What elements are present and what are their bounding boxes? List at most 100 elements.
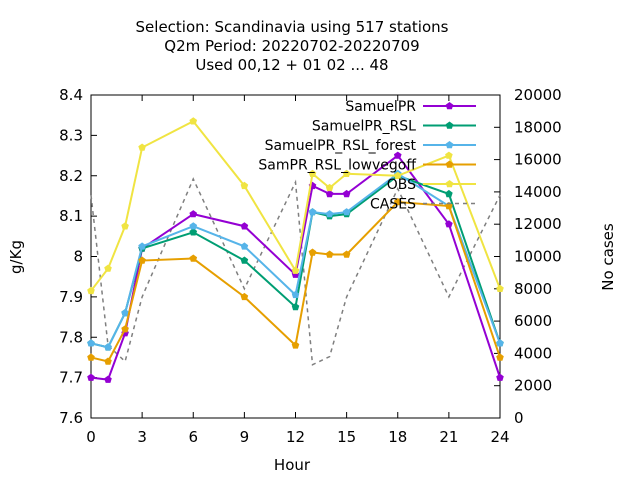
data-point — [189, 222, 198, 230]
data-point — [291, 266, 300, 274]
y-axis-label: g/Kg — [7, 240, 25, 274]
legend-marker — [445, 102, 454, 110]
series-line — [90, 200, 501, 363]
data-point — [104, 343, 112, 351]
data-point — [104, 375, 112, 383]
data-point — [121, 222, 129, 230]
x-axis-ticks: 0 3 6 9 12 15 18 21 24 — [86, 95, 510, 446]
data-point — [87, 286, 95, 295]
legend-marker — [445, 141, 454, 149]
data-point — [342, 189, 351, 198]
series-4 — [87, 117, 504, 295]
data-point — [308, 248, 317, 256]
data-point — [393, 198, 402, 206]
data-point — [342, 250, 351, 258]
data-point — [445, 151, 453, 159]
data-point — [496, 339, 504, 347]
legend-label: OBS — [387, 177, 416, 193]
data-point — [240, 181, 249, 190]
y2-axis-ticks: 0 2000 4000 6000 8000 10000 12000 14000 16000 180… — [494, 86, 562, 427]
data-point — [308, 208, 317, 216]
y2-tick-label: 10000 — [514, 248, 562, 266]
data-point — [138, 143, 146, 151]
legend-item: CASES — [370, 197, 476, 213]
legend-item: SamPR_RSL_lowvegoff — [258, 158, 476, 174]
x-axis-label: Hour — [274, 456, 311, 474]
legend-item: SamuelPR_RSL_forest — [265, 138, 476, 154]
y-tick-label: 8.2 — [59, 167, 83, 185]
data-point — [325, 183, 334, 192]
x-tick-label: 12 — [286, 428, 305, 446]
data-point — [325, 250, 334, 258]
legend-marker — [445, 180, 454, 188]
y2-tick-label: 18000 — [514, 118, 562, 136]
y-tick-label: 8.4 — [59, 86, 83, 104]
title-line-3: Used 00,12 + 01 02 ... 48 — [195, 56, 388, 74]
data-point — [87, 339, 95, 347]
legend-label: SamuelPR_RSL_forest — [265, 138, 417, 154]
x-tick-label: 9 — [240, 428, 250, 446]
y2-tick-label: 20000 — [514, 86, 562, 104]
y-tick-label: 7.7 — [59, 369, 83, 387]
legend-label: SamPR_RSL_lowvegoff — [258, 158, 416, 174]
data-point — [138, 256, 146, 264]
legend-label: CASES — [370, 197, 416, 213]
legend-label: SamuelPR — [345, 99, 416, 115]
data-point — [240, 222, 249, 230]
y2-tick-label: 0 — [514, 409, 524, 427]
data-point — [189, 210, 198, 218]
legend-marker — [445, 160, 454, 168]
y-tick-label: 7.8 — [59, 328, 83, 346]
data-point — [240, 292, 249, 301]
y-tick-label: 8.1 — [59, 207, 83, 225]
data-point — [496, 373, 504, 381]
series-layer — [87, 117, 504, 383]
data-point — [496, 353, 504, 361]
data-point — [87, 373, 95, 381]
data-point — [291, 341, 300, 349]
y-tick-label: 7.6 — [59, 409, 83, 427]
legend-label: SamuelPR_RSL — [312, 119, 416, 135]
data-point — [445, 189, 453, 198]
data-point — [87, 353, 95, 361]
data-point — [291, 303, 300, 311]
x-tick-label: 6 — [188, 428, 198, 446]
title-line-2: Q2m Period: 20220702-20220709 — [164, 37, 419, 55]
data-point — [291, 290, 300, 299]
data-point — [104, 264, 112, 272]
x-tick-label: 0 — [86, 428, 96, 446]
x-tick-label: 3 — [137, 428, 147, 446]
data-point — [342, 169, 351, 177]
legend-item: SamuelPR_RSL — [312, 119, 476, 135]
legend-item: OBS — [387, 177, 476, 193]
x-tick-label: 15 — [337, 428, 356, 446]
chart-title: Selection: Scandinavia using 517 station… — [136, 18, 449, 74]
y2-tick-label: 16000 — [514, 151, 562, 169]
y-tick-label: 8.3 — [59, 126, 83, 144]
data-point — [308, 169, 317, 177]
x-tick-label: 18 — [388, 428, 407, 446]
y2-axis-label: No cases — [599, 223, 617, 291]
data-point — [393, 171, 402, 179]
y-tick-label: 8 — [73, 248, 83, 266]
data-point — [325, 210, 334, 218]
y2-tick-label: 6000 — [514, 312, 552, 330]
data-point — [496, 284, 504, 292]
y2-tick-label: 2000 — [514, 377, 552, 395]
data-point — [121, 325, 129, 333]
legend-marker — [445, 121, 454, 129]
x-tick-label: 21 — [439, 428, 458, 446]
y-axis-ticks: 7.6 7.7 7.8 7.9 8 8.1 8.2 8.3 8.4 — [59, 86, 97, 427]
data-point — [393, 151, 402, 159]
data-point — [189, 228, 198, 236]
y2-tick-label: 4000 — [514, 344, 552, 362]
y2-tick-label: 8000 — [514, 280, 552, 298]
data-point — [445, 220, 453, 228]
data-point — [189, 254, 198, 262]
title-line-1: Selection: Scandinavia using 517 station… — [136, 18, 449, 36]
series-line — [90, 174, 501, 349]
y2-tick-label: 12000 — [514, 215, 562, 233]
data-point — [138, 242, 146, 250]
data-point — [325, 189, 334, 198]
